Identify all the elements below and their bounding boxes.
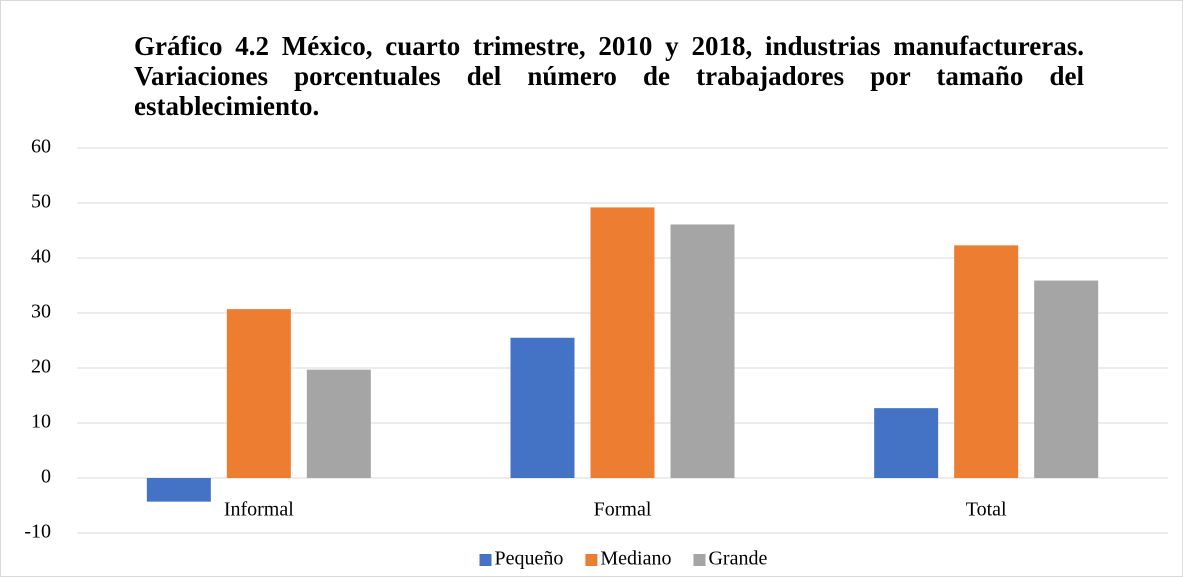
y-tick-label: -10 xyxy=(24,521,51,543)
legend-label: Grande xyxy=(708,548,767,570)
bar xyxy=(510,337,575,478)
y-tick-label: 50 xyxy=(31,191,51,213)
y-tick-label: 40 xyxy=(31,246,51,268)
bar xyxy=(306,369,371,478)
legend-label: Mediano xyxy=(600,548,671,570)
y-tick-label: 10 xyxy=(31,411,51,433)
y-tick-label: 30 xyxy=(31,301,51,323)
x-tick-label: Informal xyxy=(224,499,294,521)
chart-title: Gráfico 4.2 México, cuarto trimestre, 20… xyxy=(134,31,1084,121)
legend-label: Pequeño xyxy=(495,548,564,570)
legend-swatch xyxy=(585,554,598,566)
bar xyxy=(874,408,939,478)
y-tick-label: 20 xyxy=(31,356,51,378)
x-tick-label: Formal xyxy=(594,499,652,521)
bar xyxy=(590,207,655,478)
bar xyxy=(1034,280,1099,478)
legend-swatch xyxy=(693,554,706,566)
bar xyxy=(226,309,291,478)
bar xyxy=(670,224,735,478)
x-tick-label: Total xyxy=(966,499,1007,521)
bar xyxy=(954,245,1019,478)
y-tick-label: 0 xyxy=(41,466,51,488)
y-tick-label: 60 xyxy=(31,136,51,158)
bar xyxy=(146,478,211,502)
legend-swatch xyxy=(479,554,492,566)
